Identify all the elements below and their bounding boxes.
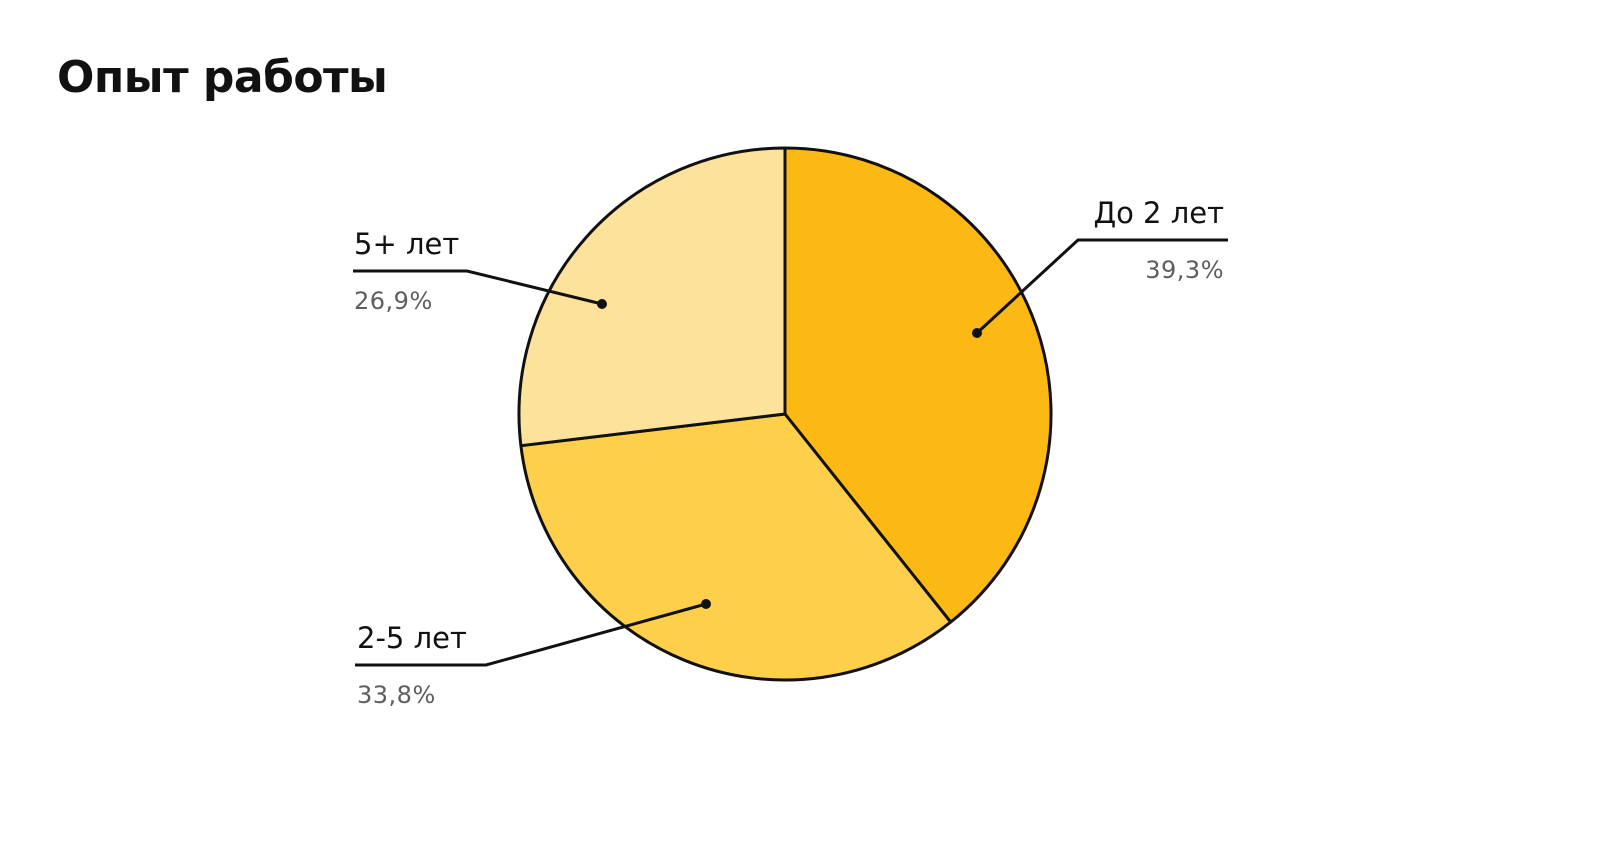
- pie-slice-5-лет: [517, 146, 787, 448]
- pie-slice-до-2-лет: [783, 146, 1053, 624]
- leader-dot: [972, 328, 982, 338]
- chart-title: Опыт работы: [57, 52, 388, 103]
- slice-value-label: 26,9%: [354, 287, 433, 315]
- slice-value-label: 33,8%: [357, 681, 436, 709]
- leader-line: [355, 602, 707, 667]
- pie-slices: [517, 146, 1053, 682]
- leader-dot: [597, 299, 607, 309]
- slice-label: 2-5 лет: [357, 621, 467, 655]
- callout-2-5-лет: 2-5 лет 33,8%: [355, 599, 711, 709]
- leader-dot: [701, 599, 711, 609]
- pie-slice-2-5-лет: [519, 412, 953, 682]
- leader-line: [353, 269, 603, 306]
- leader-line: [975, 238, 1228, 335]
- callout-до-2-лет: До 2 лет 39,3%: [972, 196, 1228, 338]
- callout-5-лет: 5+ лет 26,9%: [353, 227, 607, 315]
- slice-label: 5+ лет: [354, 227, 459, 261]
- slice-label: До 2 лет: [1093, 196, 1224, 230]
- slice-value-label: 39,3%: [1145, 256, 1224, 284]
- pie-callouts: До 2 лет 39,3% 2-5 лет 33,8% 5+ лет 26,9%: [353, 196, 1228, 709]
